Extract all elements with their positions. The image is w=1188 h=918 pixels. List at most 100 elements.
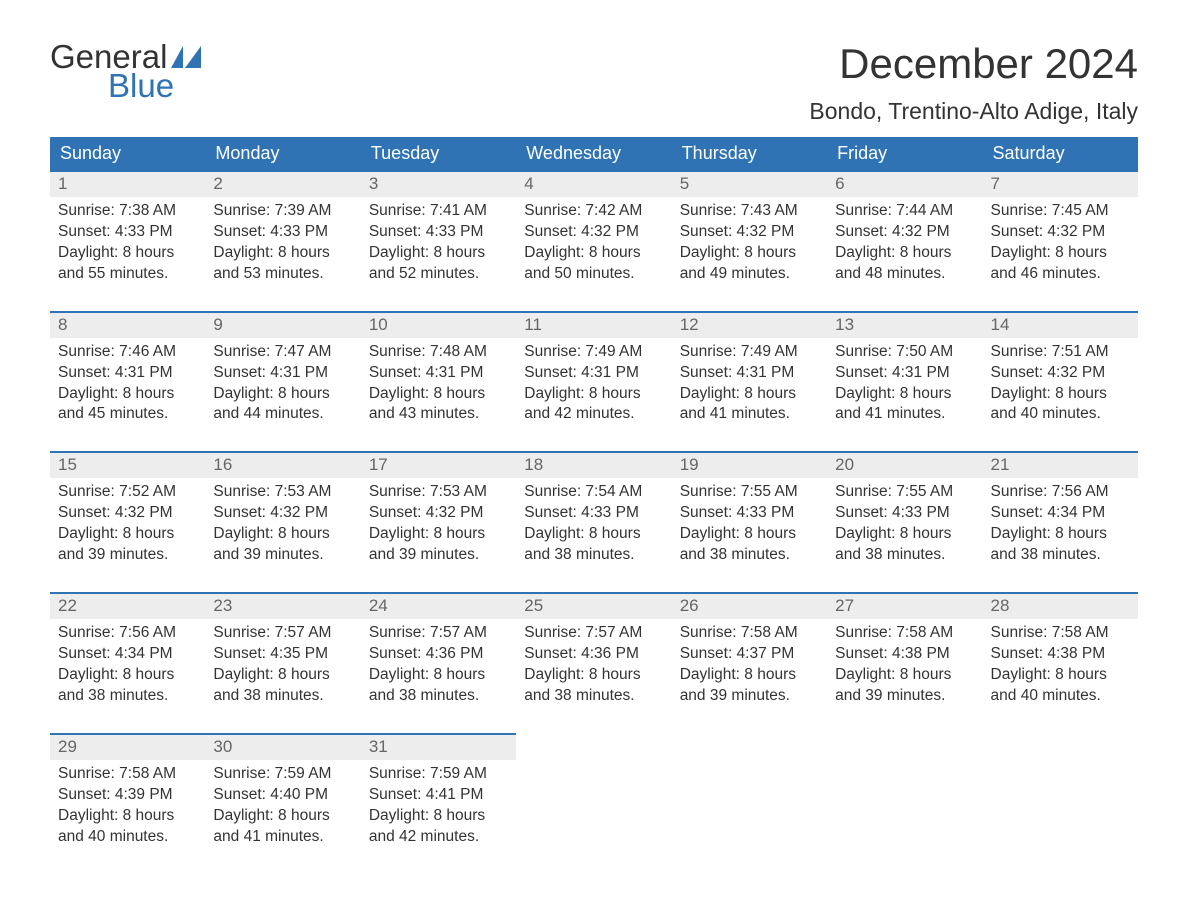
- daylight-line-2: and 53 minutes.: [213, 264, 352, 285]
- calendar-day-cell: 27Sunrise: 7:58 AMSunset: 4:38 PMDayligh…: [827, 593, 982, 734]
- brand-logo: General Blue: [50, 40, 201, 102]
- weekday-header: Monday: [205, 137, 360, 171]
- calendar-body: 1Sunrise: 7:38 AMSunset: 4:33 PMDaylight…: [50, 171, 1138, 873]
- day-details: Sunrise: 7:58 AMSunset: 4:38 PMDaylight:…: [983, 619, 1138, 733]
- day-number: 14: [983, 313, 1138, 338]
- daylight-line-1: Daylight: 8 hours: [369, 384, 508, 405]
- sunrise-line: Sunrise: 7:53 AM: [213, 482, 352, 503]
- calendar-day-cell: 19Sunrise: 7:55 AMSunset: 4:33 PMDayligh…: [672, 452, 827, 593]
- sunset-line: Sunset: 4:38 PM: [991, 644, 1130, 665]
- daylight-line-1: Daylight: 8 hours: [991, 665, 1130, 686]
- sunset-line: Sunset: 4:40 PM: [213, 785, 352, 806]
- sunrise-line: Sunrise: 7:57 AM: [369, 623, 508, 644]
- sunrise-line: Sunrise: 7:50 AM: [835, 342, 974, 363]
- calendar-day-cell: 14Sunrise: 7:51 AMSunset: 4:32 PMDayligh…: [983, 312, 1138, 453]
- sunset-line: Sunset: 4:33 PM: [835, 503, 974, 524]
- daylight-line-1: Daylight: 8 hours: [524, 524, 663, 545]
- day-details: Sunrise: 7:43 AMSunset: 4:32 PMDaylight:…: [672, 197, 827, 311]
- day-number: 20: [827, 453, 982, 478]
- sunrise-line: Sunrise: 7:46 AM: [58, 342, 197, 363]
- calendar-day-cell: 9Sunrise: 7:47 AMSunset: 4:31 PMDaylight…: [205, 312, 360, 453]
- day-number: 2: [205, 172, 360, 197]
- daylight-line-2: and 50 minutes.: [524, 264, 663, 285]
- day-number: 23: [205, 594, 360, 619]
- sunrise-line: Sunrise: 7:53 AM: [369, 482, 508, 503]
- month-title: December 2024: [809, 40, 1138, 88]
- day-number: 6: [827, 172, 982, 197]
- daylight-line-1: Daylight: 8 hours: [991, 243, 1130, 264]
- weekday-header: Saturday: [983, 137, 1138, 171]
- sunset-line: Sunset: 4:32 PM: [524, 222, 663, 243]
- day-number: 21: [983, 453, 1138, 478]
- daylight-line-1: Daylight: 8 hours: [58, 243, 197, 264]
- sunrise-line: Sunrise: 7:58 AM: [680, 623, 819, 644]
- day-details: Sunrise: 7:48 AMSunset: 4:31 PMDaylight:…: [361, 338, 516, 452]
- day-details: Sunrise: 7:49 AMSunset: 4:31 PMDaylight:…: [672, 338, 827, 452]
- daylight-line-2: and 43 minutes.: [369, 404, 508, 425]
- calendar-day-cell: 13Sunrise: 7:50 AMSunset: 4:31 PMDayligh…: [827, 312, 982, 453]
- day-details: Sunrise: 7:57 AMSunset: 4:35 PMDaylight:…: [205, 619, 360, 733]
- calendar-day-cell: 20Sunrise: 7:55 AMSunset: 4:33 PMDayligh…: [827, 452, 982, 593]
- weekday-header-row: SundayMondayTuesdayWednesdayThursdayFrid…: [50, 137, 1138, 171]
- day-number: 30: [205, 735, 360, 760]
- daylight-line-1: Daylight: 8 hours: [213, 384, 352, 405]
- day-details: Sunrise: 7:57 AMSunset: 4:36 PMDaylight:…: [516, 619, 671, 733]
- sunset-line: Sunset: 4:32 PM: [58, 503, 197, 524]
- day-number: 4: [516, 172, 671, 197]
- day-number: 3: [361, 172, 516, 197]
- sunrise-line: Sunrise: 7:47 AM: [213, 342, 352, 363]
- daylight-line-2: and 46 minutes.: [991, 264, 1130, 285]
- day-number: 8: [50, 313, 205, 338]
- sunset-line: Sunset: 4:34 PM: [991, 503, 1130, 524]
- daylight-line-1: Daylight: 8 hours: [524, 384, 663, 405]
- day-number: 16: [205, 453, 360, 478]
- daylight-line-2: and 38 minutes.: [524, 686, 663, 707]
- daylight-line-2: and 45 minutes.: [58, 404, 197, 425]
- day-number: 24: [361, 594, 516, 619]
- daylight-line-1: Daylight: 8 hours: [213, 665, 352, 686]
- day-details: Sunrise: 7:39 AMSunset: 4:33 PMDaylight:…: [205, 197, 360, 311]
- sunrise-line: Sunrise: 7:48 AM: [369, 342, 508, 363]
- day-number: 17: [361, 453, 516, 478]
- daylight-line-2: and 39 minutes.: [835, 686, 974, 707]
- day-details: Sunrise: 7:47 AMSunset: 4:31 PMDaylight:…: [205, 338, 360, 452]
- day-details: Sunrise: 7:51 AMSunset: 4:32 PMDaylight:…: [983, 338, 1138, 452]
- calendar-day-cell: 6Sunrise: 7:44 AMSunset: 4:32 PMDaylight…: [827, 171, 982, 312]
- day-details: Sunrise: 7:42 AMSunset: 4:32 PMDaylight:…: [516, 197, 671, 311]
- daylight-line-1: Daylight: 8 hours: [213, 524, 352, 545]
- daylight-line-2: and 49 minutes.: [680, 264, 819, 285]
- sunset-line: Sunset: 4:33 PM: [58, 222, 197, 243]
- day-details: Sunrise: 7:41 AMSunset: 4:33 PMDaylight:…: [361, 197, 516, 311]
- calendar-day-cell: 1Sunrise: 7:38 AMSunset: 4:33 PMDaylight…: [50, 171, 205, 312]
- day-details: Sunrise: 7:52 AMSunset: 4:32 PMDaylight:…: [50, 478, 205, 592]
- sunset-line: Sunset: 4:31 PM: [369, 363, 508, 384]
- daylight-line-1: Daylight: 8 hours: [58, 524, 197, 545]
- sunset-line: Sunset: 4:32 PM: [213, 503, 352, 524]
- day-number: 19: [672, 453, 827, 478]
- daylight-line-2: and 44 minutes.: [213, 404, 352, 425]
- calendar-table: SundayMondayTuesdayWednesdayThursdayFrid…: [50, 137, 1138, 873]
- daylight-line-1: Daylight: 8 hours: [680, 524, 819, 545]
- day-number: 22: [50, 594, 205, 619]
- day-number: 9: [205, 313, 360, 338]
- daylight-line-1: Daylight: 8 hours: [524, 243, 663, 264]
- daylight-line-2: and 38 minutes.: [991, 545, 1130, 566]
- sunset-line: Sunset: 4:37 PM: [680, 644, 819, 665]
- daylight-line-2: and 42 minutes.: [524, 404, 663, 425]
- daylight-line-1: Daylight: 8 hours: [991, 384, 1130, 405]
- sunset-line: Sunset: 4:31 PM: [680, 363, 819, 384]
- sunset-line: Sunset: 4:33 PM: [369, 222, 508, 243]
- day-details: Sunrise: 7:50 AMSunset: 4:31 PMDaylight:…: [827, 338, 982, 452]
- day-details: Sunrise: 7:44 AMSunset: 4:32 PMDaylight:…: [827, 197, 982, 311]
- daylight-line-1: Daylight: 8 hours: [213, 243, 352, 264]
- sunset-line: Sunset: 4:31 PM: [835, 363, 974, 384]
- daylight-line-1: Daylight: 8 hours: [835, 665, 974, 686]
- day-details: Sunrise: 7:56 AMSunset: 4:34 PMDaylight:…: [50, 619, 205, 733]
- sunset-line: Sunset: 4:32 PM: [991, 222, 1130, 243]
- daylight-line-1: Daylight: 8 hours: [58, 806, 197, 827]
- daylight-line-1: Daylight: 8 hours: [58, 665, 197, 686]
- day-number: 10: [361, 313, 516, 338]
- sunrise-line: Sunrise: 7:58 AM: [835, 623, 974, 644]
- daylight-line-1: Daylight: 8 hours: [369, 243, 508, 264]
- sunset-line: Sunset: 4:32 PM: [369, 503, 508, 524]
